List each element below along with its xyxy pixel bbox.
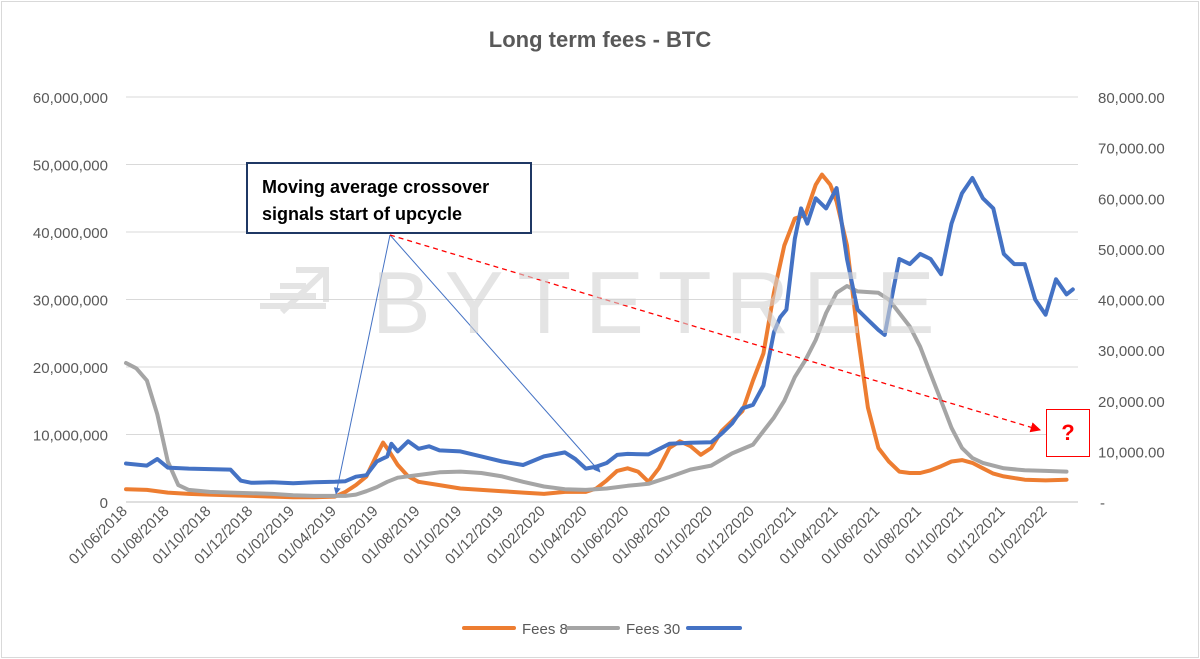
right-axis-tick-label: 60,000.00 <box>1098 191 1165 208</box>
right-axis-tick-label: 20,000.00 <box>1098 394 1165 411</box>
series-line-2 <box>124 176 1075 486</box>
left-axis: 0 10,000,000 20,000,000 30,000,000 40,000,00… <box>33 90 108 512</box>
series-lines <box>124 172 1075 500</box>
callout-line-1: Moving average crossover <box>262 177 490 197</box>
left-axis-tick-label: 30,000,000 <box>33 293 108 310</box>
callout-arrow-2 <box>389 234 601 473</box>
right-axis-tick-label: 50,000.00 <box>1098 242 1165 259</box>
right-axis: - 10,000.00 20,000.00 30,000.00 40,000.00 50,… <box>1098 90 1165 512</box>
x-axis: 01/06/201801/08/201801/10/201801/12/2018… <box>66 501 1078 568</box>
watermark-text: BYTETREE <box>372 253 949 352</box>
left-axis-tick-label: 10,000,000 <box>33 428 108 445</box>
right-axis-tick-label: 70,000.00 <box>1098 141 1165 158</box>
callout-line-2: signals start of upcycle <box>262 204 463 224</box>
right-axis-tick-label: 10,000.00 <box>1098 444 1165 461</box>
right-axis-tick-label: 40,000.00 <box>1098 293 1165 310</box>
legend-label-1: Fees 30 <box>626 621 680 638</box>
question-box: ? <box>1046 409 1090 457</box>
left-axis-tick-label: 40,000,000 <box>33 225 108 242</box>
legend-label-0: Fees 8 <box>522 621 568 638</box>
series-line-1 <box>124 284 1069 498</box>
left-axis-tick-label: 20,000,000 <box>33 360 108 377</box>
annotation-arrows <box>333 234 1041 495</box>
left-axis-tick-label: 0 <box>100 495 108 512</box>
watermark-logo-icon <box>260 267 329 315</box>
question-mark: ? <box>1061 420 1075 445</box>
left-axis-tick-label: 50,000,000 <box>33 158 108 175</box>
left-axis-tick-label: 60,000,000 <box>33 90 108 107</box>
chart-title: Long term fees - BTC <box>489 27 712 52</box>
right-axis-tick-label: 30,000.00 <box>1098 343 1165 360</box>
right-axis-tick-label: 80,000.00 <box>1098 90 1165 107</box>
right-axis-tick-label: - <box>1100 495 1105 512</box>
callout-arrow-1 <box>333 234 391 495</box>
legend: Fees 8 Fees 30 <box>462 621 742 638</box>
callout-box: Moving average crossover signals start o… <box>246 162 532 234</box>
